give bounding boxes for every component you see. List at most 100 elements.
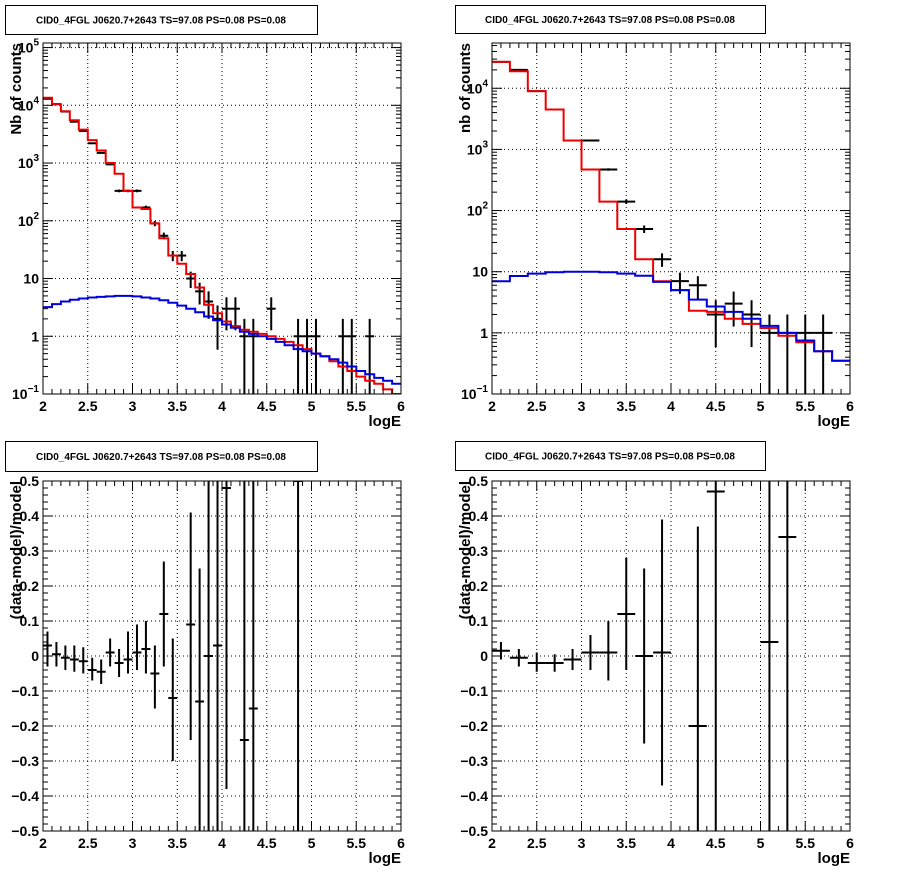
series-group	[43, 481, 303, 831]
y-tick-base: 10	[467, 203, 483, 219]
x-tick-label: 4	[218, 835, 226, 851]
chart-title-box	[455, 5, 766, 34]
y-tick-label: 104	[18, 95, 40, 113]
y-tick-label: 0	[480, 648, 488, 664]
x-axis-label: logE	[369, 413, 402, 430]
x-tick-label: 6	[846, 398, 854, 414]
y-tick-label: 0.2	[20, 578, 40, 594]
y-tick-label: 10−1	[12, 384, 39, 402]
x-tick-label: 4.5	[706, 398, 726, 414]
y-tick-label: −0.5	[460, 823, 488, 839]
chart-title: CID0_4FGL J0620.7+2643 TS=97.08 PS=0.08 …	[485, 15, 735, 26]
x-tick-label: 3.5	[617, 835, 637, 851]
y-tick-base: 10	[18, 40, 34, 56]
y-tick-label: 1	[31, 328, 39, 344]
series-group	[492, 481, 797, 831]
x-tick-label: 4.5	[257, 398, 277, 414]
x-tick-label: 2	[488, 398, 496, 414]
x-tick-label: 3.5	[168, 835, 188, 851]
x-tick-label: 3	[578, 398, 586, 414]
x-tick-label: 5.5	[796, 835, 816, 851]
x-tick-label: 2	[39, 835, 47, 851]
y-tick-label: −0.3	[460, 753, 488, 769]
y-tick-label: 0.5	[469, 473, 489, 489]
x-tick-label: 5	[308, 835, 316, 851]
chart-title-box	[5, 5, 318, 35]
y-tick-label: −0.1	[11, 683, 39, 699]
x-tick-label: 3	[129, 835, 137, 851]
y-tick-label: 0.4	[469, 508, 489, 524]
y-tick-label: 0.4	[20, 508, 40, 524]
y-tick-exponent: 3	[33, 153, 39, 164]
series-group	[492, 60, 850, 394]
background-model-histogram	[492, 270, 850, 362]
x-tick-label: 6	[397, 398, 405, 414]
y-tick-exponent: −1	[28, 384, 40, 395]
x-tick-label: 2.5	[527, 835, 547, 851]
y-tick-exponent: 5	[33, 38, 39, 49]
x-tick-label: 2.5	[527, 398, 547, 414]
y-tick-label: 105	[18, 38, 40, 56]
y-tick-base: 10	[18, 97, 34, 113]
x-tick-label: 3.5	[617, 398, 637, 414]
x-axis-label: logE	[818, 850, 851, 867]
y-tick-label: 10	[23, 271, 39, 287]
chart-panel-4: CID0_4FGL J0620.7+2643 TS=97.08 PS=0.08 …	[455, 441, 854, 867]
y-tick-label: 0.2	[469, 578, 489, 594]
x-tick-label: 3	[578, 835, 586, 851]
y-tick-label: 104	[467, 78, 489, 96]
y-tick-exponent: 2	[482, 201, 488, 212]
x-tick-label: 5.5	[796, 398, 816, 414]
y-tick-label: 0.1	[469, 613, 489, 629]
y-tick-exponent: 4	[482, 78, 488, 89]
y-tick-label: 0.3	[469, 543, 489, 559]
y-tick-base: 10	[467, 141, 483, 157]
x-tick-label: 6	[846, 835, 854, 851]
y-tick-label: −0.3	[11, 753, 39, 769]
x-tick-label: 3	[129, 398, 137, 414]
y-tick-exponent: −1	[477, 384, 489, 395]
x-tick-label: 2.5	[78, 398, 98, 414]
y-tick-label: 103	[467, 139, 489, 157]
x-tick-label: 4	[218, 398, 226, 414]
y-tick-label: −0.2	[460, 718, 488, 734]
series-group	[43, 96, 401, 394]
x-axis-label: logE	[818, 413, 851, 430]
background-model-histogram	[43, 294, 401, 385]
y-tick-base: 10	[461, 386, 477, 402]
y-tick-label: 10	[472, 264, 488, 280]
y-tick-base: 10	[18, 155, 34, 171]
y-tick-label: 10−1	[461, 384, 488, 402]
y-tick-label: −0.4	[11, 788, 39, 804]
chart-title-box	[5, 441, 318, 472]
y-axis-label: (data-model)/model	[457, 481, 474, 619]
chart-title: CID0_4FGL J0620.7+2643 TS=97.08 PS=0.08 …	[36, 452, 286, 463]
y-tick-exponent: 4	[33, 95, 39, 106]
x-tick-label: 4	[667, 398, 675, 414]
chart-panel-3: CID0_4FGL J0620.7+2643 TS=97.08 PS=0.08 …	[5, 441, 405, 867]
total-model-histogram	[43, 96, 401, 394]
x-tick-label: 2	[39, 398, 47, 414]
x-tick-label: 6	[397, 835, 405, 851]
y-tick-base: 10	[467, 80, 483, 96]
x-tick-label: 4.5	[257, 835, 277, 851]
chart-panel-1: CID0_4FGL J0620.7+2643 TS=97.08 PS=0.08 …	[5, 5, 405, 430]
x-tick-label: 4	[667, 835, 675, 851]
y-tick-label: 0.5	[20, 473, 40, 489]
y-tick-base: 10	[18, 213, 34, 229]
y-axis-label: Nb of counts	[8, 43, 25, 135]
y-tick-label: −0.2	[11, 718, 39, 734]
chart-title: CID0_4FGL J0620.7+2643 TS=97.08 PS=0.08 …	[36, 16, 286, 27]
x-tick-label: 4.5	[706, 835, 726, 851]
y-tick-exponent: 3	[482, 139, 488, 150]
x-tick-label: 5	[757, 398, 765, 414]
y-tick-exponent: 2	[33, 211, 39, 222]
y-tick-label: 102	[18, 211, 40, 229]
chart-panel-2: CID0_4FGL J0620.7+2643 TS=97.08 PS=0.08 …	[455, 5, 854, 430]
y-tick-label: 0	[31, 648, 39, 664]
y-tick-label: 1	[480, 325, 488, 341]
x-tick-label: 2.5	[78, 835, 98, 851]
x-tick-label: 5.5	[347, 398, 367, 414]
y-tick-label: −0.4	[460, 788, 488, 804]
